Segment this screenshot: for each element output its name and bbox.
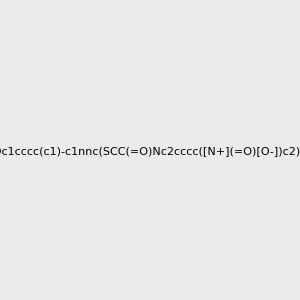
Text: COc1cccc(c1)-c1nnc(SCC(=O)Nc2cccc([N+](=O)[O-])c2)n1C: COc1cccc(c1)-c1nnc(SCC(=O)Nc2cccc([N+](=… — [0, 146, 300, 157]
